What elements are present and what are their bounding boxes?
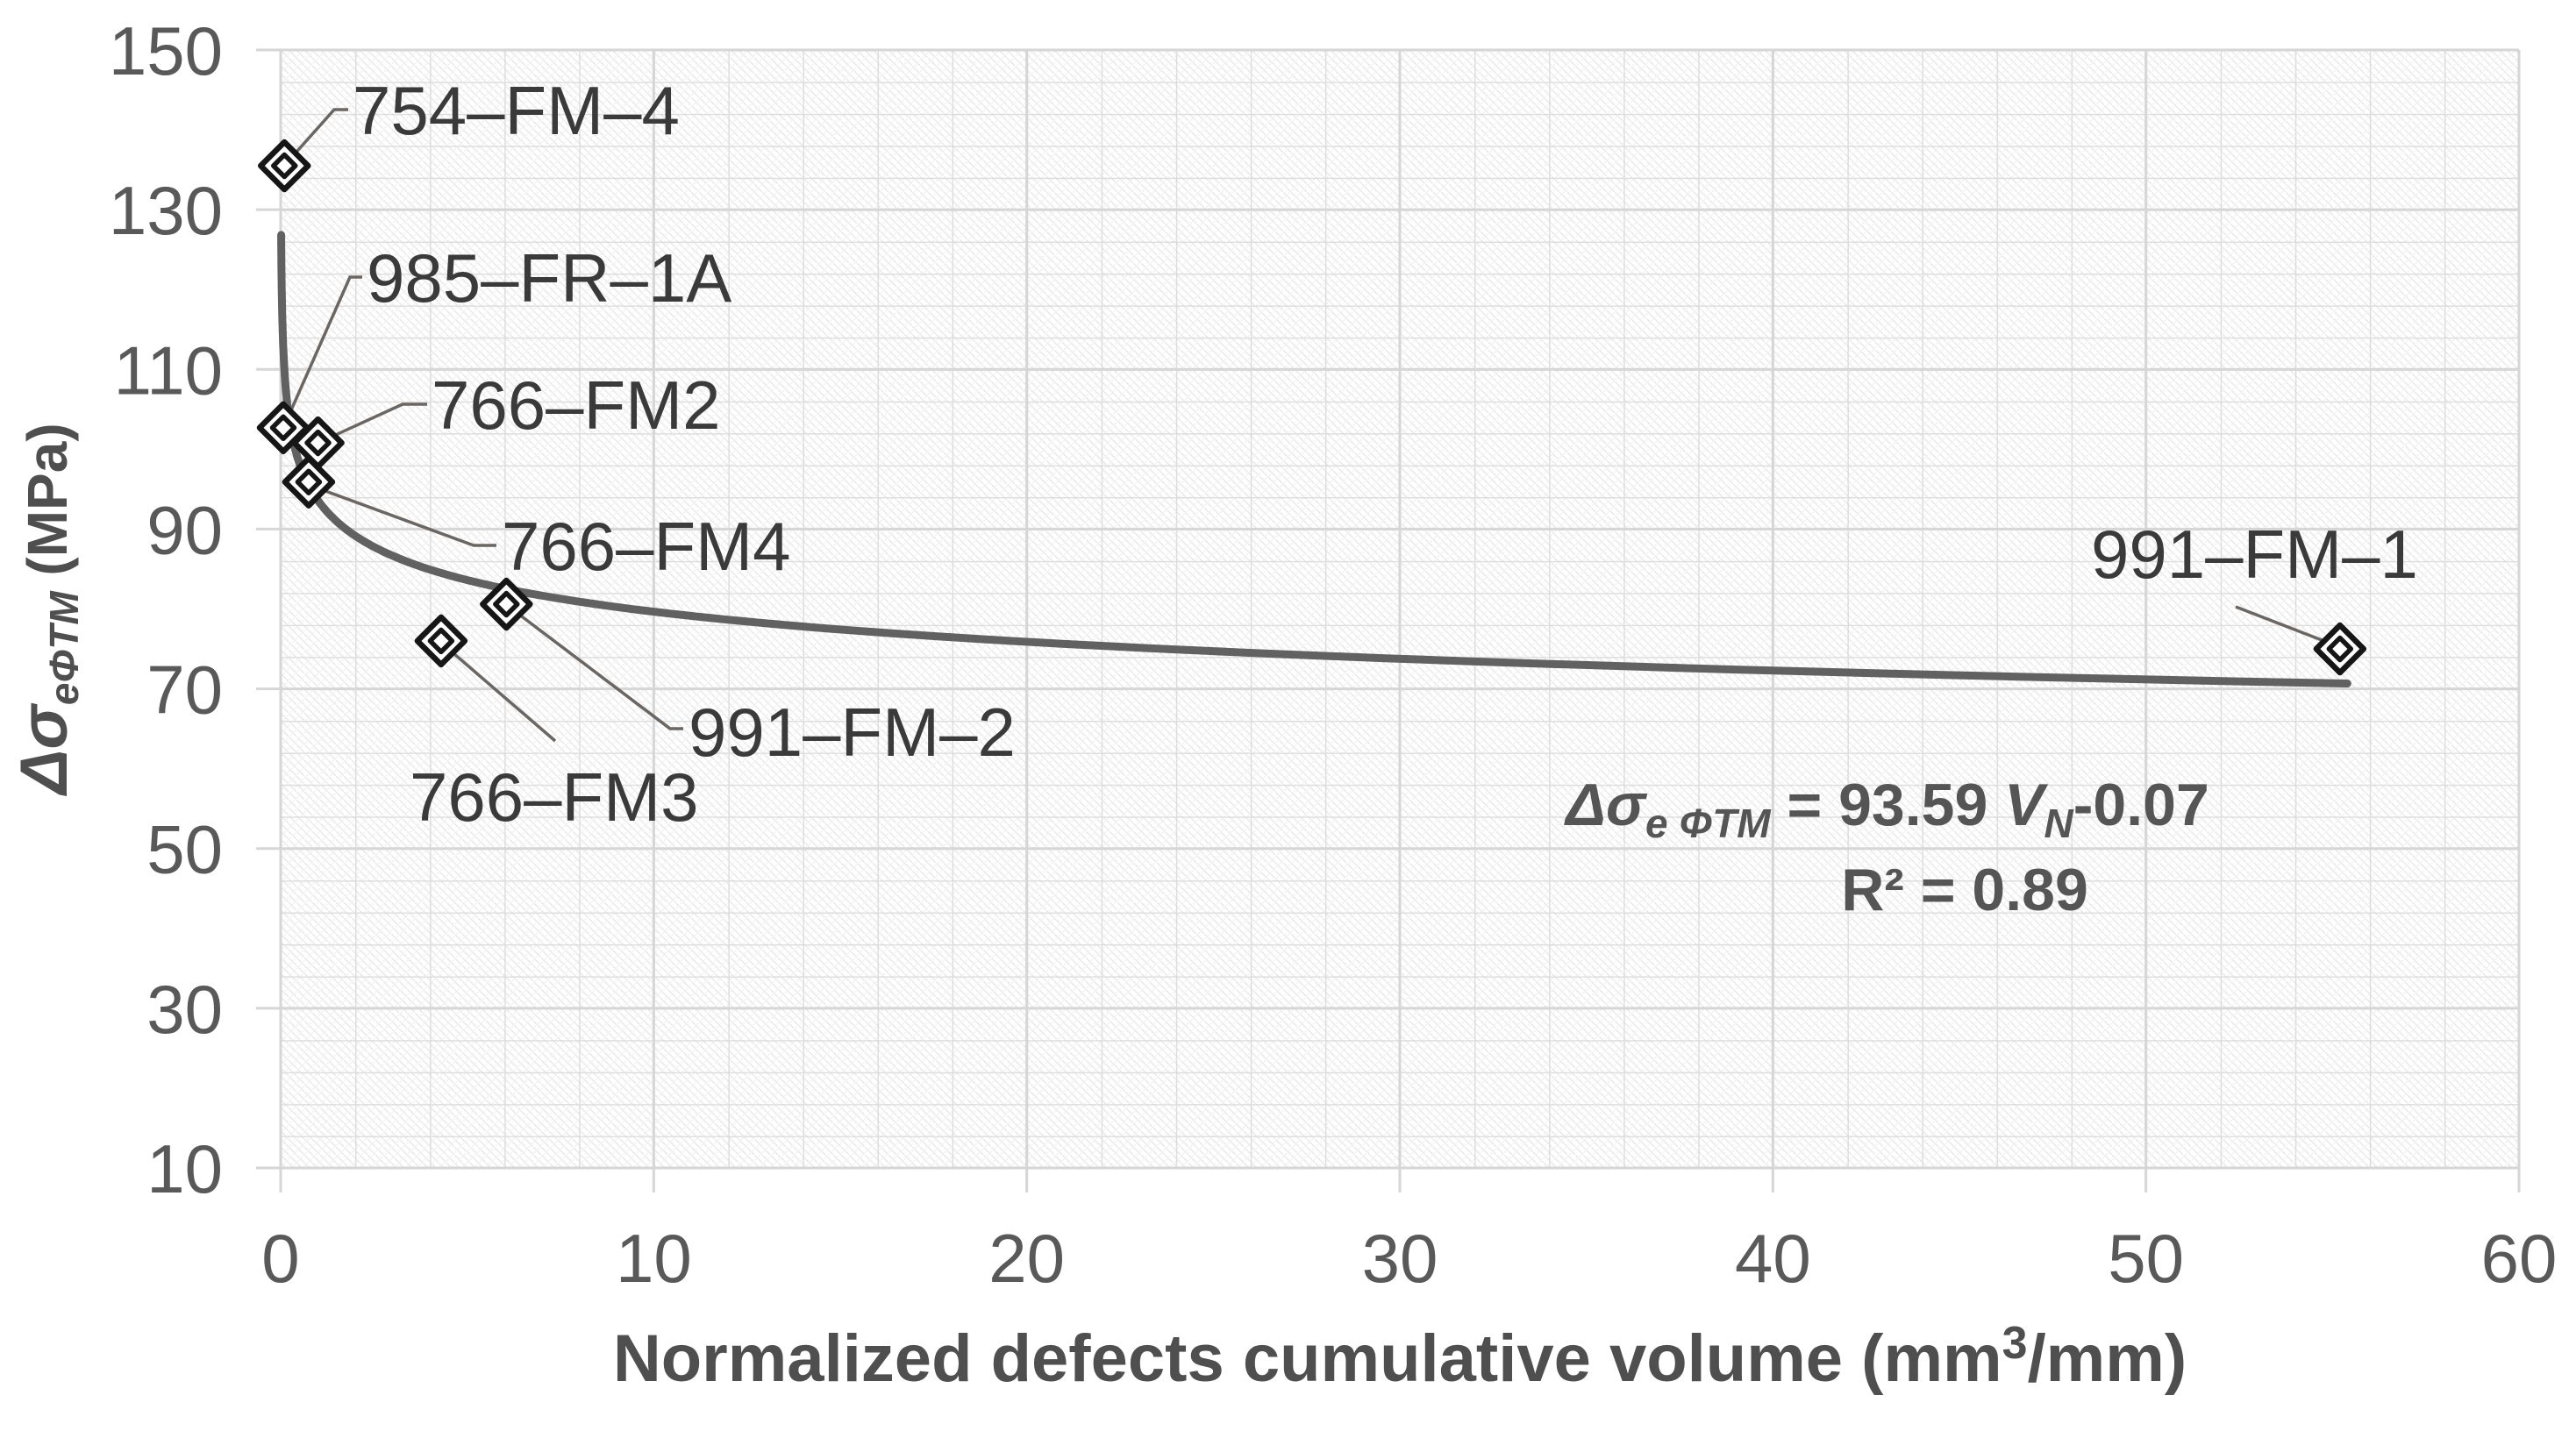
label-leader-line: [2235, 605, 2334, 646]
label-leader-line: [308, 483, 496, 547]
data-point-marker: [493, 590, 520, 618]
y-tick-label: 70: [146, 651, 223, 729]
data-point-marker: [2326, 635, 2354, 663]
data-point-marker: [304, 429, 332, 457]
x-tick-label: 30: [1362, 1220, 1438, 1297]
label-leader-line: [506, 604, 683, 730]
y-axis-title: ΔσeΦTM (MPa): [7, 423, 87, 796]
data-point-label: 766–FM4: [502, 508, 791, 585]
data-point-label: 766–FM3: [410, 758, 699, 836]
y-tick-label: 10: [146, 1130, 223, 1207]
x-tick-label: 0: [261, 1220, 299, 1297]
trendline-equation-line2: R² = 0.89: [1841, 857, 2088, 923]
data-point-marker: [271, 152, 298, 180]
y-tick-label: 110: [114, 331, 223, 409]
y-tick-label: 130: [109, 172, 223, 249]
data-point-label: 766–FM2: [432, 367, 721, 444]
leader-lines: [282, 108, 2334, 743]
trendline-equation-line1: Δσe ΦTM = 93.59 VN-0.07: [1563, 772, 2209, 846]
x-tick-label: 40: [1735, 1220, 1811, 1297]
x-tick-label: 10: [616, 1220, 692, 1297]
label-leader-line: [439, 641, 557, 743]
x-tick-label: 60: [2481, 1220, 2558, 1297]
data-point-label: 991–FM–2: [689, 694, 1016, 771]
data-point-label: 985–FR–1A: [367, 239, 731, 317]
label-leader-line: [282, 275, 362, 429]
data-point-markers: [256, 139, 2367, 676]
tick-labels: 10 30 50 70 90 110 130 150 0 10 20 30 40 50 60: [109, 12, 2558, 1297]
data-point-marker: [295, 468, 323, 495]
y-tick-label: 30: [146, 971, 223, 1048]
data-point-marker: [269, 414, 297, 442]
label-leader-line: [282, 108, 348, 167]
data-point-labels: 754–FM–4985–FR–1A766–FM2766–FM4766–FM399…: [353, 72, 2418, 836]
label-leader-line: [318, 402, 427, 445]
gridlines: [256, 48, 2521, 1192]
x-axis-title: Normalized defects cumulative volume (mm…: [613, 1318, 2187, 1396]
y-tick-label: 90: [146, 491, 223, 568]
x-tick-label: 20: [988, 1220, 1065, 1297]
data-point-label: 991–FM–1: [2091, 516, 2418, 593]
data-point-marker: [427, 627, 455, 655]
data-point-label: 754–FM–4: [353, 72, 680, 149]
y-tick-label: 50: [146, 811, 223, 888]
y-tick-label: 150: [109, 12, 223, 89]
x-tick-label: 50: [2108, 1220, 2184, 1297]
